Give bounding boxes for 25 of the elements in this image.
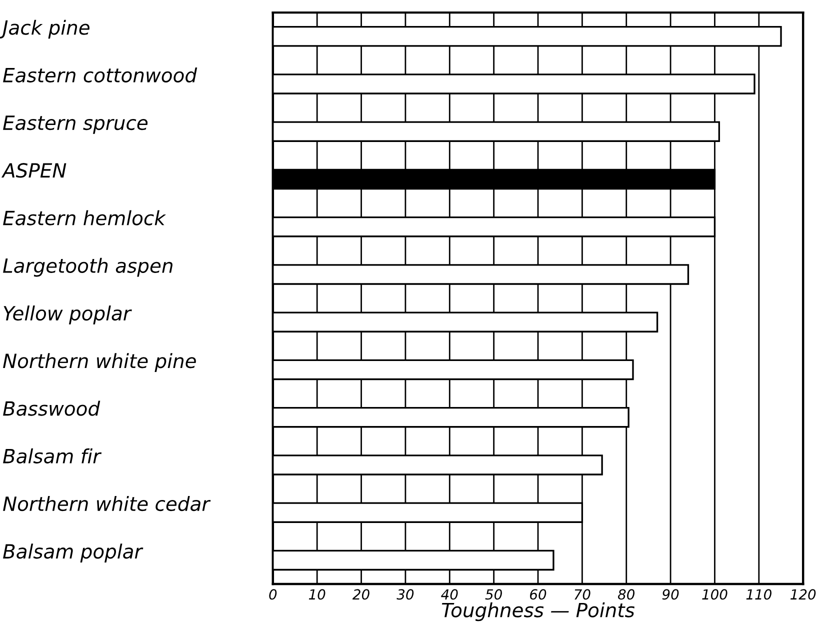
x-tick-label: 100 bbox=[702, 589, 728, 600]
x-tick-label: 40 bbox=[441, 589, 458, 600]
x-tick-label: 80 bbox=[618, 589, 634, 600]
y-tick-label: Northern white pine bbox=[3, 353, 196, 372]
x-tick-label: 20 bbox=[352, 589, 370, 600]
y-tick-label: Eastern cottonwood bbox=[3, 67, 198, 82]
x-tick-label: 110 bbox=[746, 589, 772, 600]
y-tick-label: Basswood bbox=[3, 400, 100, 416]
y-tick-label: Eastern spruce bbox=[3, 116, 148, 134]
y-tick-label: Largetooth aspen bbox=[3, 258, 172, 277]
y-tick-label: Balsam poplar bbox=[3, 544, 144, 562]
x-tick-label: 50 bbox=[485, 589, 502, 600]
y-tick-label: Balsam fir bbox=[3, 448, 102, 464]
y-tick-label: ASPEN bbox=[1, 163, 66, 178]
x-tick-label: 120 bbox=[790, 589, 816, 600]
y-tick-label: Northern white cedar bbox=[3, 496, 211, 512]
x-tick-label: 60 bbox=[530, 589, 546, 600]
x-axis-title: Toughness — Points bbox=[442, 602, 634, 622]
x-tick-label: 90 bbox=[662, 589, 679, 600]
x-tick-label: 70 bbox=[574, 589, 590, 600]
x-tick-label: 30 bbox=[396, 589, 414, 600]
y-tick-label: Eastern hemlock bbox=[3, 210, 166, 226]
x-tick-label: 10 bbox=[308, 589, 326, 600]
y-tick-label: Yellow poplar bbox=[4, 306, 132, 324]
x-tick-label: 0 bbox=[269, 589, 277, 600]
